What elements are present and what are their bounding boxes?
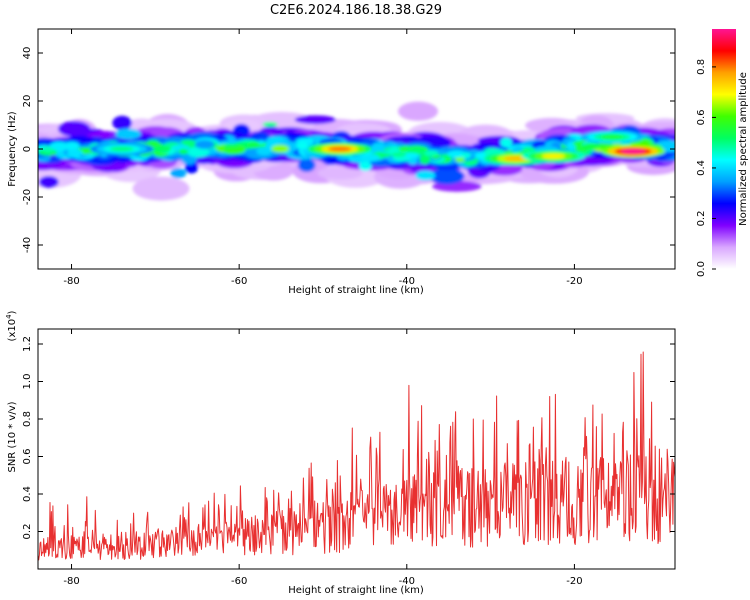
heat-cell xyxy=(294,115,336,125)
x-tick-label: -20 xyxy=(566,276,582,287)
heat-cell xyxy=(246,141,261,149)
x-tick-label: -40 xyxy=(399,576,415,587)
colorbar-tick-label: 0.4 xyxy=(696,160,707,176)
x-tick-label: -80 xyxy=(63,276,79,287)
colorbar-gradient xyxy=(712,29,736,269)
heat-cell xyxy=(419,153,431,165)
y-unit-label: (x104) xyxy=(5,310,18,341)
heat-peak xyxy=(600,134,624,140)
heat-cell xyxy=(49,141,69,152)
heat-cell xyxy=(262,121,278,127)
heat-cell xyxy=(297,158,316,173)
heat-cell xyxy=(271,144,290,153)
heat-cell xyxy=(132,176,190,201)
heat-peak xyxy=(621,148,645,154)
y-tick-label: 1.2 xyxy=(22,336,33,352)
heat-cell xyxy=(361,154,380,162)
x-axis-label: Height of straight line (km) xyxy=(288,285,424,296)
plot-frame xyxy=(37,328,676,570)
heat-cell xyxy=(359,161,372,172)
y-tick-label: 0.6 xyxy=(22,449,33,465)
y-tick-label: 40 xyxy=(22,47,33,60)
heat-cell xyxy=(58,121,91,137)
heat-cell xyxy=(170,168,187,179)
heat-cell xyxy=(64,141,80,151)
heat-cell xyxy=(500,137,513,148)
colorbar-tick-label: 0.8 xyxy=(696,59,707,75)
colorbar-tick-label: 0.0 xyxy=(696,261,707,277)
x-tick-label: -60 xyxy=(231,576,247,587)
heat-peak xyxy=(328,146,352,152)
heat-cell xyxy=(461,152,471,159)
y-tick-label: 0.8 xyxy=(22,411,33,427)
heat-cell xyxy=(194,139,215,150)
heat-cell xyxy=(223,147,243,155)
x-tick-label: -60 xyxy=(231,276,247,287)
colorbar-tick-label: 0.2 xyxy=(696,211,707,227)
heat-cell xyxy=(429,168,465,185)
heat-cell xyxy=(152,145,172,153)
colorbar: 0.0 0.2 0.4 0.6 0.8 Normalized spectral ampl… xyxy=(696,29,749,277)
x-axis-label: Height of straight line (km) xyxy=(288,585,424,596)
chart-title: C2E6.2024.186.18.38.G29 xyxy=(270,3,442,18)
heatmap-layer xyxy=(38,101,675,201)
y-axis-label: SNR (10 * v/v) xyxy=(7,401,18,472)
axis-ticks: -80 -60 -40 -20 0.2 0.4 0.6 0.8 1.0 1.2 xyxy=(22,329,675,587)
heat-cell xyxy=(115,128,141,140)
y-axis-label: Frequency (Hz) xyxy=(7,111,18,187)
snr-panel: -80 -60 -40 -20 0.2 0.4 0.6 0.8 1.0 1.2 Height of… xyxy=(5,310,676,596)
y-tick-label: 20 xyxy=(22,95,33,108)
heat-cell xyxy=(582,142,602,150)
heat-cell xyxy=(67,149,83,158)
y-tick-label: -20 xyxy=(22,189,33,205)
heat-cell xyxy=(296,141,309,150)
heat-cell xyxy=(317,166,363,180)
heat-cell xyxy=(391,152,407,157)
colorbar-ticks: 0.0 0.2 0.4 0.6 0.8 xyxy=(696,59,716,277)
x-tick-label: -20 xyxy=(566,576,582,587)
heat-cell xyxy=(112,115,132,131)
y-tick-label: 1.0 xyxy=(22,374,33,390)
heat-peak xyxy=(110,146,134,152)
heat-cell xyxy=(42,146,54,153)
heat-peak xyxy=(541,153,566,159)
y-tick-label: 0 xyxy=(22,146,33,152)
y-tick-label: 0.2 xyxy=(22,524,33,540)
heat-cell xyxy=(397,101,439,121)
heat-cell xyxy=(178,148,189,155)
heat-cell xyxy=(424,150,439,157)
y-tick-label: 0.4 xyxy=(22,486,33,502)
heat-cell xyxy=(38,175,59,188)
spectrogram-panel: -80 -60 -40 -20 -40 -20 0 20 40 Height of straig… xyxy=(7,28,676,296)
heat-cell xyxy=(371,142,384,153)
heat-cell xyxy=(256,147,272,156)
plot-area xyxy=(38,329,675,569)
colorbar-tick-label: 0.6 xyxy=(696,109,707,125)
heat-cell xyxy=(415,170,436,181)
colorbar-label: Normalized spectral amplitude xyxy=(738,72,749,226)
snr-series-line xyxy=(38,351,675,561)
heat-cell xyxy=(639,140,652,147)
heat-peak xyxy=(504,156,528,162)
heat-cell xyxy=(447,150,466,158)
heat-cell xyxy=(187,146,210,158)
axis-ticks: -80 -60 -40 -20 -40 -20 0 20 40 xyxy=(22,29,675,287)
x-tick-label: -80 xyxy=(63,576,79,587)
y-tick-label: -40 xyxy=(22,237,33,253)
x-tick-label: -40 xyxy=(399,276,415,287)
